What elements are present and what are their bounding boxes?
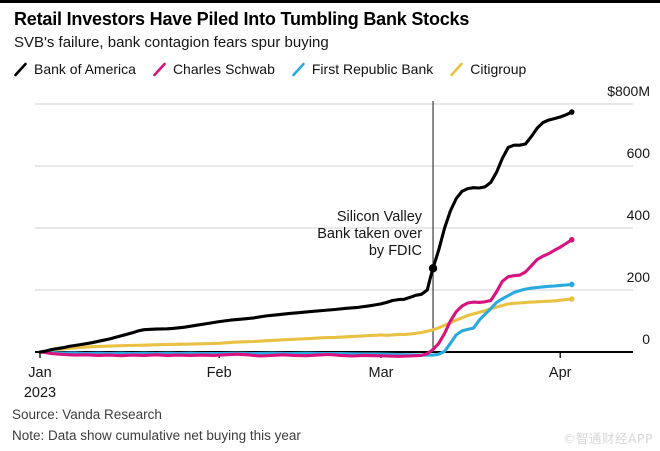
y-axis-label: $800M — [607, 83, 650, 99]
legend-item-label: Bank of America — [34, 61, 136, 77]
x-axis-label: Feb — [207, 365, 232, 381]
legend-item-bank-of-america: Bank of America — [13, 61, 136, 77]
legend-item-label: Charles Schwab — [172, 61, 275, 77]
legend-item-first-republic-bank: First Republic Bank — [291, 61, 433, 77]
chart-footer: Source: Vanda Research Note: Data show c… — [12, 404, 301, 446]
legend-item-label: First Republic Bank — [311, 61, 434, 77]
page-subtitle: SVB's failure, bank contagion fears spur… — [14, 34, 329, 51]
legend: Bank of America Charles Schwab First Repub… — [13, 61, 526, 77]
y-axis-label: 600 — [627, 145, 651, 161]
legend-item-label: Citigroup — [470, 61, 527, 77]
watermark: ©智通财经APP — [562, 431, 653, 446]
series-line-citigroup — [38, 297, 574, 354]
series-line-charles-schwab — [38, 238, 574, 358]
y-axis-label: 400 — [627, 207, 651, 223]
event-annotation: by FDIC — [369, 243, 422, 259]
y-axis-label: 0 — [642, 331, 650, 347]
x-axis-year-label: 2023 — [24, 385, 56, 401]
x-axis-label: Apr — [549, 365, 572, 381]
x-axis-label: Mar — [369, 365, 394, 381]
event-annotation: Silicon Valley — [337, 209, 423, 225]
legend-slash-icon — [14, 62, 27, 76]
series-endpoint — [568, 236, 575, 243]
series-endpoint — [568, 109, 575, 115]
series-endpoint — [568, 296, 575, 302]
series-endpoint — [568, 281, 575, 288]
event-marker-dot — [428, 264, 438, 273]
x-axis-label: Jan — [28, 365, 51, 381]
legend-slash-icon — [153, 62, 166, 76]
data-note: Note: Data show cumulative net buying th… — [12, 428, 301, 443]
legend-slash-icon — [450, 62, 464, 76]
series-line-bank-of-america — [38, 110, 574, 354]
legend-slash-icon — [292, 62, 305, 76]
top-rule — [0, 0, 660, 3]
page-title: Retail Investors Have Piled Into Tumblin… — [14, 9, 470, 29]
y-axis-label: 200 — [627, 269, 651, 285]
source-note: Source: Vanda Research — [12, 407, 162, 422]
legend-item-charles-schwab: Charles Schwab — [152, 61, 275, 77]
legend-item-citigroup: Citigroup — [449, 61, 526, 77]
event-annotation: Bank taken over — [317, 226, 422, 242]
